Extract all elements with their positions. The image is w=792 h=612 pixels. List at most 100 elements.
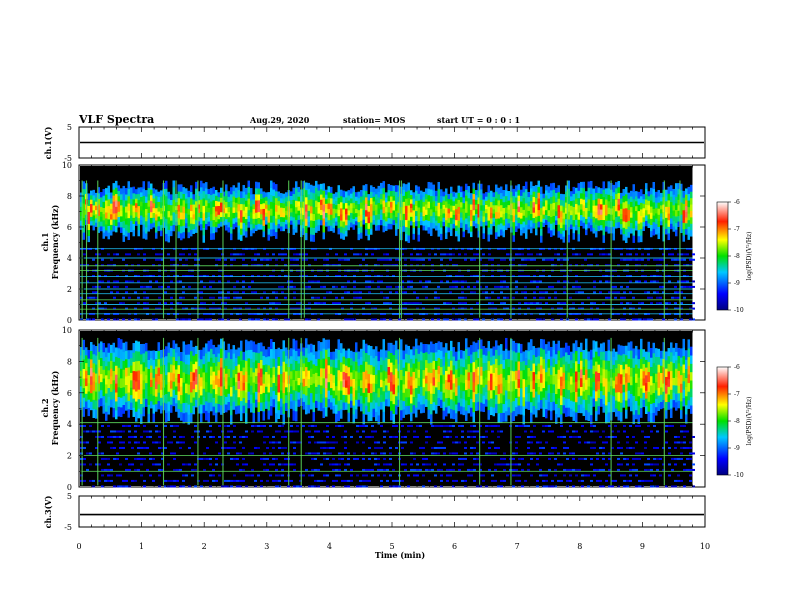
noise-cell	[383, 463, 386, 466]
noise-cell	[410, 258, 413, 261]
noise-cell	[254, 258, 257, 261]
chorus-cell	[110, 197, 113, 204]
chorus-cell	[440, 208, 443, 215]
noise-cell	[503, 457, 506, 460]
noise-cell	[680, 253, 683, 256]
noise-cell	[98, 463, 101, 466]
noise-cell	[269, 275, 272, 278]
noise-cell	[506, 307, 509, 310]
chorus-cell	[372, 205, 375, 211]
chorus-cell	[382, 206, 385, 214]
noise-cell	[434, 474, 437, 477]
noise-cell	[137, 452, 140, 455]
noise-cell	[335, 479, 338, 482]
noise-cell	[209, 435, 212, 438]
noise-cell	[194, 264, 197, 267]
noise-cell	[95, 435, 98, 438]
chorus-cell	[115, 206, 118, 214]
chorus-cell	[675, 222, 678, 230]
chorus-cell	[450, 229, 453, 237]
noise-cell	[107, 441, 110, 444]
chorus-cell	[335, 200, 338, 206]
noise-cell	[86, 280, 89, 283]
chorus-cell	[150, 206, 153, 213]
noise-cell	[443, 318, 446, 321]
noise-cell	[671, 253, 674, 256]
noise-cell	[407, 424, 410, 427]
noise-cell	[530, 430, 533, 433]
chorus-cell	[147, 212, 150, 220]
chorus-cell	[207, 207, 210, 213]
chorus-cell	[122, 206, 125, 215]
noise-cell	[299, 479, 302, 482]
chorus-cell	[147, 386, 150, 396]
chorus-cell	[190, 412, 193, 424]
chorus-cell	[397, 212, 400, 219]
chorus-cell	[435, 220, 438, 226]
chorus-cell	[282, 207, 285, 213]
noise-cell	[554, 253, 557, 256]
chorus-cell	[687, 193, 690, 201]
chorus-cell	[535, 216, 538, 223]
noise-cell	[125, 280, 128, 283]
chorus-cell	[567, 180, 570, 189]
noise-cell	[416, 296, 419, 299]
chorus-cell	[472, 188, 475, 195]
noise-cell	[146, 435, 149, 438]
chorus-cell	[240, 221, 243, 229]
noise-cell	[590, 441, 593, 444]
noise-cell	[527, 275, 530, 278]
chorus-cell	[82, 397, 85, 408]
noise-cell	[278, 253, 281, 256]
noise-cell	[458, 463, 461, 466]
chorus-cell	[280, 197, 283, 203]
chorus-cell	[325, 189, 328, 195]
noise-cell	[179, 296, 182, 299]
chorus-cell	[170, 214, 173, 221]
chorus-cell	[232, 185, 235, 192]
chorus-cell	[132, 186, 135, 194]
chorus-cell	[617, 221, 620, 228]
noise-cell	[380, 479, 383, 482]
chorus-cell	[600, 219, 603, 226]
noise-cell	[497, 424, 500, 427]
chorus-cell	[272, 189, 275, 197]
chorus-cell	[332, 198, 335, 204]
chorus-cell	[425, 209, 428, 215]
noise-cell	[530, 457, 533, 460]
noise-cell	[143, 485, 146, 488]
chorus-cell	[342, 214, 345, 222]
chorus-cell	[470, 231, 473, 238]
chorus-cell	[267, 198, 270, 205]
chorus-cell	[575, 219, 578, 226]
chorus-cell	[580, 187, 583, 194]
noise-cell	[278, 275, 281, 278]
chorus-cell	[520, 206, 523, 213]
chorus-cell	[632, 213, 635, 222]
noise-cell	[338, 264, 341, 267]
chorus-cell	[625, 235, 628, 243]
noise-cell	[245, 302, 248, 305]
noise-cell	[395, 264, 398, 267]
noise-cell	[125, 485, 128, 488]
chorus-cell	[350, 217, 353, 223]
noise-cell	[203, 285, 206, 288]
noise-cell	[134, 424, 137, 427]
noise-cell	[137, 318, 140, 321]
chorus-cell	[185, 198, 188, 204]
noise-cell	[680, 452, 683, 455]
chorus-cell	[232, 206, 235, 213]
chorus-cell	[555, 187, 558, 193]
noise-cell	[584, 457, 587, 460]
chorus-cell	[367, 222, 370, 229]
noise-cell	[290, 285, 293, 288]
chorus-cell	[295, 206, 298, 214]
noise-cell	[254, 318, 257, 321]
noise-cell	[182, 474, 185, 477]
chorus-cell	[680, 183, 683, 191]
noise-cell	[539, 253, 542, 256]
noise-cell	[548, 485, 551, 488]
noise-cell	[452, 468, 455, 471]
chorus-cell	[577, 190, 580, 199]
noise-cell	[518, 275, 521, 278]
